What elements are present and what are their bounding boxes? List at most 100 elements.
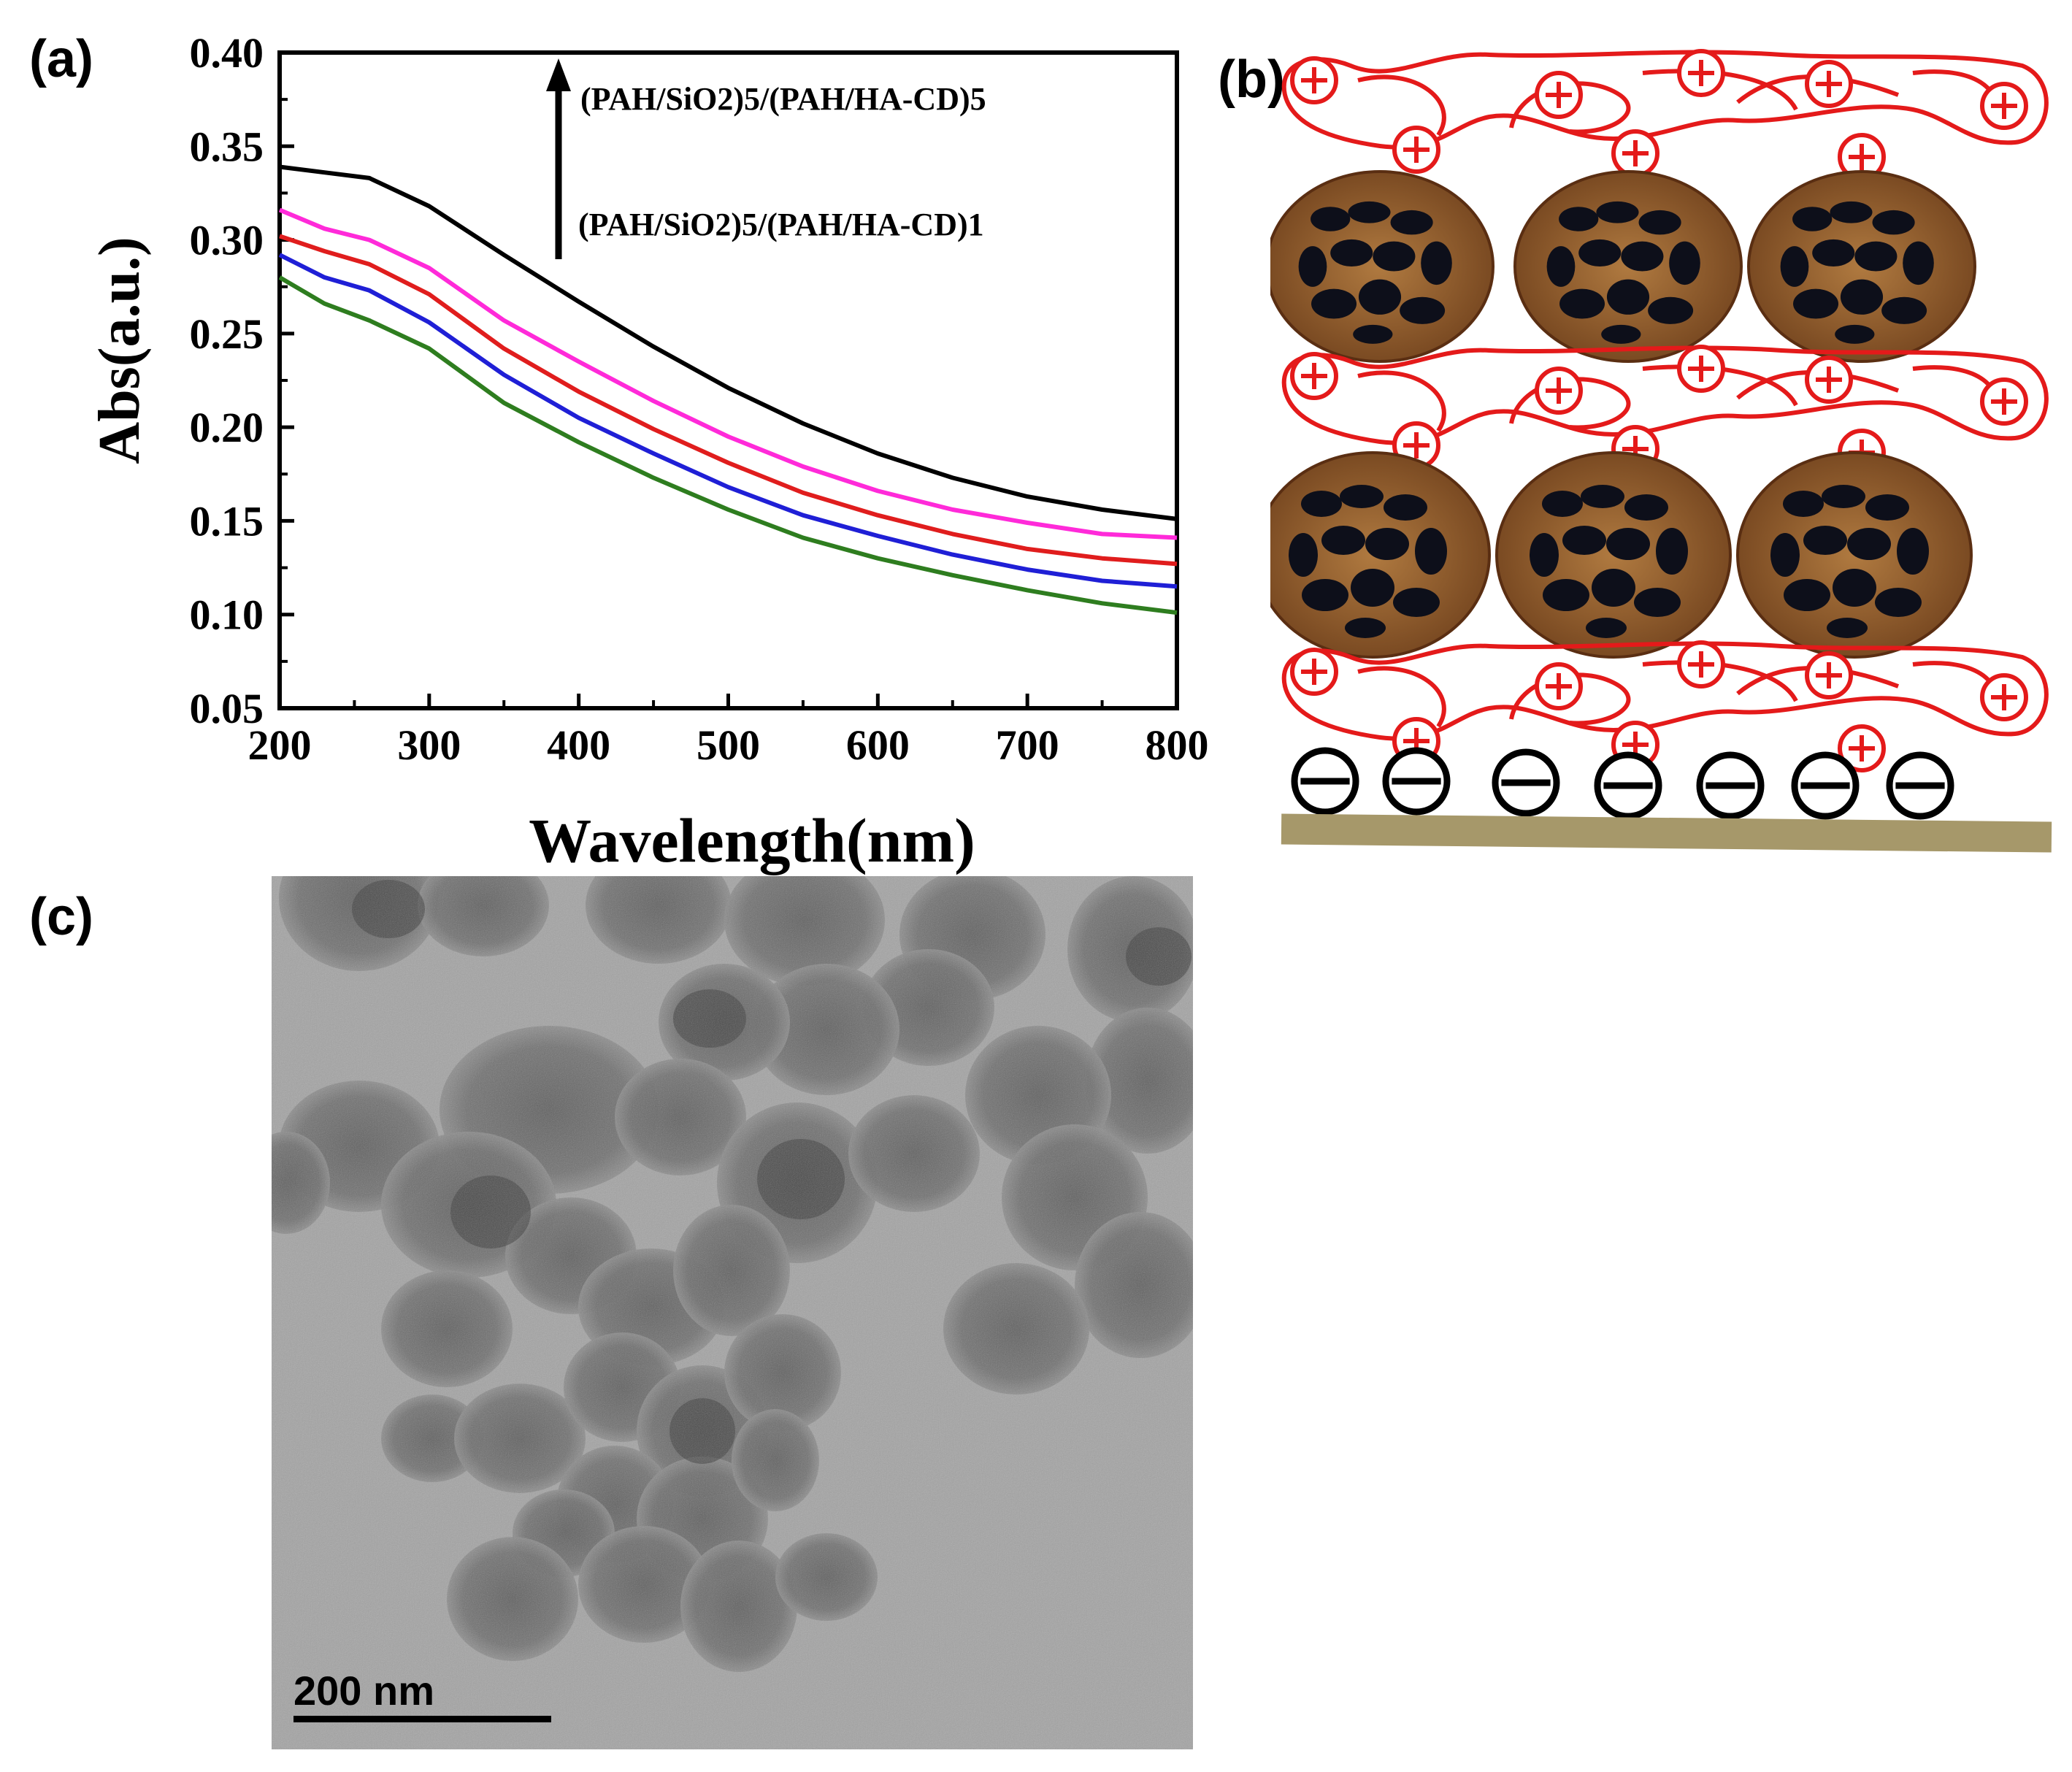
pore	[1897, 528, 1929, 575]
pore	[1530, 533, 1559, 577]
x-tick-label: 300	[397, 721, 461, 769]
x-tick-label: 800	[1146, 721, 1209, 769]
negative-charge-icon	[1594, 751, 1662, 820]
positive-charge-icon	[1611, 129, 1659, 177]
annotation-top: (PAH/SiO2)5/(PAH/HA-CD)5	[580, 81, 986, 117]
pore	[1340, 485, 1384, 508]
panel-label-c: (c)	[29, 888, 93, 946]
mesoporous-silica-particle	[1513, 170, 1743, 363]
pore	[1311, 288, 1357, 319]
mesoporous-silica-particle	[1270, 451, 1491, 659]
pore	[1822, 485, 1865, 508]
annotation-bottom: (PAH/SiO2)5/(PAH/HA-CD)1	[578, 207, 984, 242]
pore	[1301, 491, 1342, 517]
positive-charge-icon	[1290, 56, 1338, 104]
pore	[1384, 494, 1427, 521]
series-line-4	[278, 207, 1178, 540]
pore	[1348, 201, 1391, 223]
x-axis-title: Wavelength(nm)	[529, 805, 975, 875]
pore	[1638, 210, 1681, 235]
pore	[1400, 296, 1446, 324]
x-tick-label: 700	[996, 721, 1059, 769]
positive-charge-icon	[1535, 367, 1583, 415]
pore	[1302, 579, 1348, 611]
pore	[1543, 579, 1589, 611]
scale-bar	[293, 1716, 551, 1722]
pore	[1865, 494, 1909, 521]
pore	[1311, 207, 1351, 231]
pore	[1606, 528, 1650, 560]
pore	[1562, 526, 1606, 555]
pore	[1840, 279, 1884, 315]
positive-charge-icon	[1838, 724, 1886, 772]
substrate	[1281, 813, 2052, 853]
series-line-5	[279, 164, 1178, 521]
pore	[1624, 494, 1668, 521]
positive-charge-icon	[1980, 82, 2028, 130]
pore	[1421, 241, 1452, 285]
y-tick-label: 0.40	[190, 29, 264, 77]
mesoporous-silica-particle	[1495, 451, 1732, 659]
mesoporous-silica-particle	[1270, 170, 1494, 363]
pore	[1289, 533, 1318, 577]
pore	[1373, 241, 1416, 272]
pore	[1358, 279, 1402, 315]
positive-charge-icon	[1535, 71, 1583, 119]
pore	[1621, 241, 1664, 272]
positive-charge-icon	[1535, 662, 1583, 710]
pore	[1783, 491, 1824, 517]
positive-charge-icon	[1290, 352, 1338, 400]
pore	[1365, 528, 1409, 560]
pore	[1830, 201, 1873, 223]
pore	[1581, 485, 1624, 508]
pore	[1835, 324, 1875, 344]
negative-charge-icon	[1382, 747, 1451, 816]
pore	[1648, 296, 1694, 324]
pore	[1833, 569, 1876, 607]
increase-arrow-head	[546, 58, 571, 91]
layer-by-layer-schematic	[1270, 49, 2052, 853]
pore	[1393, 588, 1440, 617]
tem-noise	[272, 876, 1193, 1749]
y-tick-label: 0.20	[190, 404, 264, 451]
pore	[1847, 528, 1891, 560]
pore	[1542, 491, 1583, 517]
y-axis-title: Abs(a.u.)	[88, 237, 152, 464]
pore	[1780, 246, 1809, 287]
pore	[1415, 528, 1447, 575]
plot-frame	[277, 50, 1179, 710]
pore	[1601, 324, 1641, 344]
pore	[1656, 528, 1688, 575]
pore	[1854, 241, 1898, 272]
negative-charge-icon	[1696, 751, 1765, 820]
pore	[1330, 239, 1373, 266]
y-tick-label: 0.05	[190, 685, 264, 732]
positive-charge-icon	[1805, 356, 1853, 404]
pore	[1578, 239, 1622, 266]
x-tick-label: 200	[248, 721, 312, 769]
positive-charge-icon	[1980, 673, 2028, 721]
pore	[1903, 241, 1934, 285]
pore	[1606, 279, 1650, 315]
pore	[1298, 246, 1327, 287]
pore	[1596, 201, 1639, 223]
y-tick-label: 0.25	[190, 310, 264, 358]
pore	[1793, 288, 1839, 319]
pore	[1812, 239, 1855, 266]
pore	[1784, 579, 1830, 611]
pore	[1827, 618, 1868, 638]
pore	[1559, 207, 1599, 231]
negative-charge-icon	[1291, 747, 1359, 816]
pore	[1390, 210, 1433, 235]
series-group	[278, 164, 1178, 615]
pore	[1586, 618, 1627, 638]
pore	[1321, 526, 1365, 555]
positive-charge-icon	[1980, 377, 2028, 426]
panel-label-b: (b)	[1218, 50, 1285, 109]
pore	[1872, 210, 1915, 235]
polymer-layer	[1281, 345, 2049, 445]
y-tick-label: 0.10	[190, 591, 264, 639]
pore	[1546, 246, 1576, 287]
positive-charge-icon	[1290, 648, 1338, 696]
pore	[1803, 526, 1847, 555]
